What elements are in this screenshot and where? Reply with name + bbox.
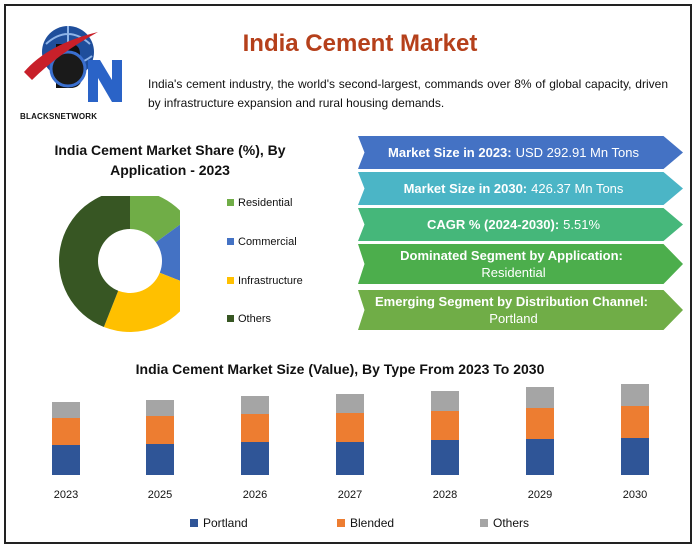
legend-swatch (190, 519, 198, 527)
legend-swatch (227, 199, 234, 206)
highlight-arrow: Dominated Segment by Application: Residen… (358, 244, 683, 284)
bar-others-2028 (431, 391, 459, 411)
bar-blended-2029 (526, 408, 554, 439)
x-tick-label: 2029 (528, 489, 552, 501)
highlight-label: CAGR % (2024-2030): (426, 217, 560, 232)
x-tick-label: 2030 (623, 489, 647, 501)
x-tick-label: 2026 (243, 489, 267, 501)
legend-swatch (227, 277, 234, 284)
highlight-value: Portland (489, 311, 538, 326)
legend-swatch (227, 315, 234, 322)
logo-text: BLACKSNETWORK (20, 112, 98, 121)
bar-legend-item: Blended (337, 516, 394, 530)
x-tick-label: 2025 (148, 489, 172, 501)
legend-label: Others (238, 313, 272, 325)
donut-chart (59, 196, 180, 332)
bar-portland-2029 (526, 439, 554, 475)
pie-legend-item: Others (227, 313, 271, 325)
bar-legend-item: Portland (190, 516, 248, 530)
legend-label: Portland (203, 516, 248, 530)
highlight-label: Dominated Segment by Application: (400, 248, 623, 263)
bar-others-2029 (526, 387, 554, 408)
bar-portland-2023 (52, 445, 80, 475)
pie-legend-item: Commercial (227, 236, 297, 248)
bar-others-2026 (241, 396, 269, 414)
bar-portland-2026 (241, 442, 269, 475)
bar-legend-item: Others (480, 516, 529, 530)
bar-blended-2030 (621, 406, 649, 438)
legend-swatch (480, 519, 488, 527)
x-tick-label: 2023 (54, 489, 78, 501)
pie-slice-residential (130, 196, 180, 243)
highlight-label: Emerging Segment by Distribution Channel… (374, 294, 649, 309)
bar-others-2023 (52, 402, 80, 418)
highlight-value: Residential (481, 265, 546, 280)
highlight-label: Market Size in 2023: (388, 145, 512, 160)
highlight-arrow: CAGR % (2024-2030): 5.51% (358, 208, 683, 241)
bar-others-2030 (621, 384, 649, 406)
legend-label: Residential (238, 197, 293, 209)
stacked-bar-chart: 2023 2025 2026 2027 2028 2029 2030 (52, 384, 649, 501)
infographic-frame (4, 4, 692, 544)
bar-blended-2023 (52, 418, 80, 445)
bar-portland-2027 (336, 442, 364, 475)
highlight-label: Market Size in 2030: (403, 181, 528, 196)
legend-label: Infrastructure (238, 275, 303, 287)
bar-chart-title: India Cement Market Size (Value), By Typ… (135, 361, 545, 377)
legend-swatch (227, 238, 234, 245)
pie-chart-title: India Cement Market Share (%), By Applic… (54, 142, 286, 178)
legend-label: Commercial (238, 236, 297, 248)
pie-legend-item: Residential (227, 197, 292, 209)
pie-slice-infrastructure (103, 272, 180, 332)
intro-text: India's cement industry, the world's sec… (148, 77, 668, 110)
pie-legend-item: Infrastructure (227, 275, 303, 287)
pie-slice-commercial (155, 224, 180, 281)
x-tick-label: 2028 (433, 489, 457, 501)
legend-label: Others (493, 516, 530, 530)
highlight-value: USD 292.91 Mn Tons (515, 145, 639, 160)
bar-portland-2030 (621, 438, 649, 475)
highlight-arrow: Market Size in 2023: USD 292.91 Mn Tons (358, 136, 683, 169)
legend-swatch (337, 519, 345, 527)
page-title: India Cement Market (242, 30, 478, 57)
highlight-value: 5.51% (563, 217, 601, 232)
bar-blended-2026 (241, 414, 269, 442)
bar-blended-2025 (146, 416, 174, 444)
bar-portland-2028 (431, 440, 459, 475)
x-tick-label: 2027 (338, 489, 362, 501)
bar-blended-2028 (431, 411, 459, 440)
highlight-value: 426.37 Mn Tons (531, 181, 624, 196)
bar-others-2025 (146, 400, 174, 416)
highlight-arrow: Market Size in 2030: 426.37 Mn Tons (358, 172, 683, 205)
highlight-arrow: Emerging Segment by Distribution Channel… (358, 290, 683, 330)
bar-others-2027 (336, 394, 364, 413)
blacksnetwork-logo (24, 26, 122, 102)
bar-portland-2025 (146, 444, 174, 475)
pie-slice-others (59, 196, 130, 328)
legend-label: Blended (350, 516, 395, 530)
bar-blended-2027 (336, 413, 364, 442)
